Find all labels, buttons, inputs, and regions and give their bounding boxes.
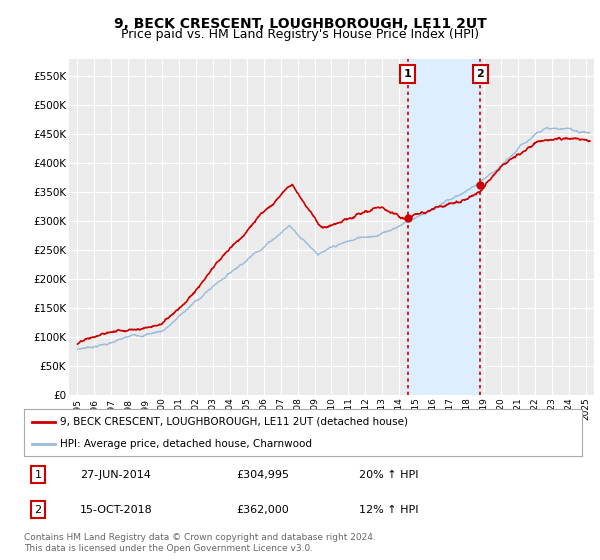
Text: £362,000: £362,000 (236, 505, 289, 515)
Text: 9, BECK CRESCENT, LOUGHBOROUGH, LE11 2UT (detached house): 9, BECK CRESCENT, LOUGHBOROUGH, LE11 2UT… (60, 417, 408, 427)
Text: 27-JUN-2014: 27-JUN-2014 (80, 470, 151, 479)
Text: Contains HM Land Registry data © Crown copyright and database right 2024.
This d: Contains HM Land Registry data © Crown c… (24, 533, 376, 553)
Text: 9, BECK CRESCENT, LOUGHBOROUGH, LE11 2UT: 9, BECK CRESCENT, LOUGHBOROUGH, LE11 2UT (113, 17, 487, 31)
Text: £304,995: £304,995 (236, 470, 289, 479)
Text: 20% ↑ HPI: 20% ↑ HPI (359, 470, 418, 479)
Bar (407, 59, 481, 395)
Text: HPI: Average price, detached house, Charnwood: HPI: Average price, detached house, Char… (60, 438, 312, 449)
Text: 2: 2 (476, 69, 484, 79)
Text: 2: 2 (34, 505, 41, 515)
Text: Price paid vs. HM Land Registry's House Price Index (HPI): Price paid vs. HM Land Registry's House … (121, 28, 479, 41)
Text: 1: 1 (404, 69, 412, 79)
Text: 12% ↑ HPI: 12% ↑ HPI (359, 505, 418, 515)
Text: 1: 1 (34, 470, 41, 479)
Text: 15-OCT-2018: 15-OCT-2018 (80, 505, 152, 515)
